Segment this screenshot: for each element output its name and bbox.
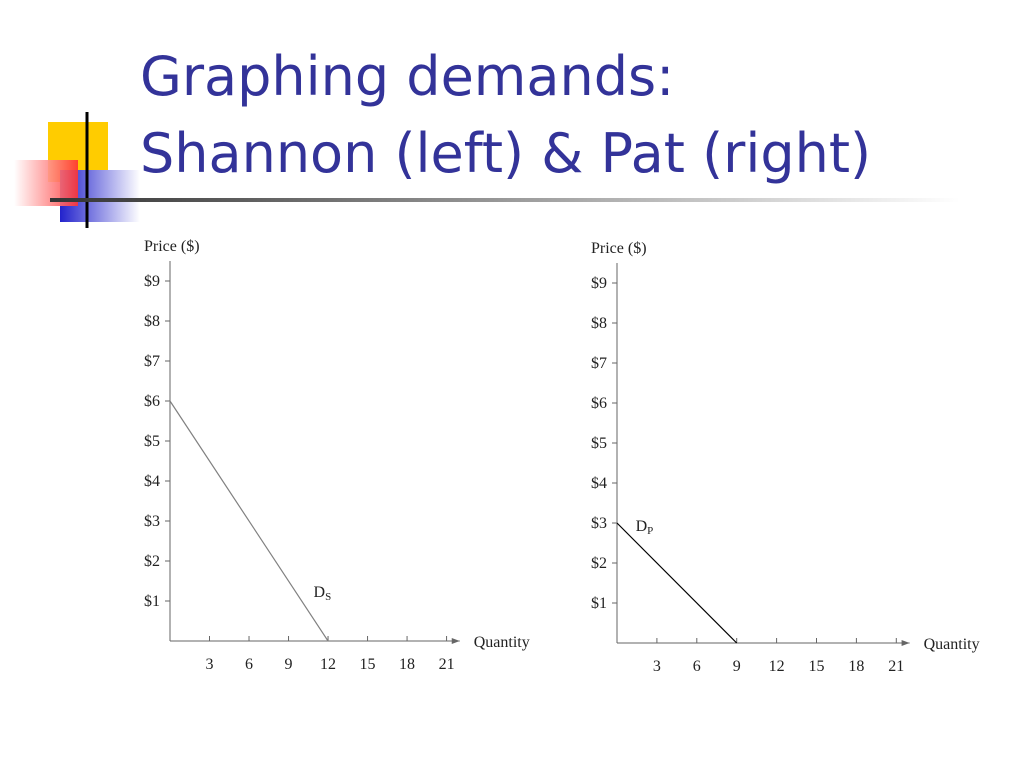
y-tick-label: $7 (144, 353, 160, 370)
y-tick-label: $4 (591, 475, 607, 492)
y-tick-label: $4 (144, 473, 160, 490)
series-label: DP (636, 518, 654, 537)
slide-title: Graphing demands: (140, 45, 674, 108)
slide-title: Shannon (left) & Pat (right) (140, 122, 871, 185)
y-tick-label: $6 (144, 393, 160, 410)
series-label-sub: S (325, 591, 331, 603)
x-tick-label: 9 (733, 658, 741, 675)
y-tick-label: $2 (144, 553, 160, 570)
x-tick-label: 18 (848, 658, 864, 675)
y-tick-label: $9 (591, 275, 607, 292)
x-axis-label: Quantity (474, 634, 530, 651)
series-label: DS (314, 584, 332, 603)
decoration (14, 112, 960, 228)
axis-arrow (901, 640, 910, 646)
y-tick-label: $8 (144, 313, 160, 330)
y-tick-label: $2 (591, 555, 607, 572)
y-axis-label: Price ($) (144, 238, 200, 255)
series-label-sub: P (647, 525, 653, 537)
y-tick-label: $7 (591, 355, 607, 372)
x-tick-label: 9 (285, 656, 293, 673)
x-tick-label: 6 (693, 658, 701, 675)
x-tick-label: 15 (360, 656, 376, 673)
y-tick-label: $1 (144, 593, 160, 610)
x-tick-label: 18 (399, 656, 415, 673)
x-axis-label: Quantity (924, 636, 980, 653)
y-axis-label: Price ($) (591, 240, 647, 257)
y-tick-label: $5 (144, 433, 160, 450)
x-tick-label: 21 (439, 656, 455, 673)
x-tick-label: 3 (206, 656, 214, 673)
series-label-main: D (314, 584, 326, 601)
y-tick-label: $5 (591, 435, 607, 452)
axis-arrow (451, 638, 460, 644)
x-tick-label: 12 (769, 658, 785, 675)
x-tick-label: 12 (320, 656, 336, 673)
y-tick-label: $9 (144, 273, 160, 290)
y-tick-label: $8 (591, 315, 607, 332)
x-tick-label: 15 (809, 658, 825, 675)
demand-line (616, 522, 738, 644)
demand-line (169, 400, 329, 642)
series-label-main: D (636, 518, 648, 535)
x-tick-label: 21 (888, 658, 904, 675)
y-tick-label: $6 (591, 395, 607, 412)
y-tick-label: $3 (144, 513, 160, 530)
y-tick-label: $3 (591, 515, 607, 532)
y-tick-label: $1 (591, 595, 607, 612)
x-tick-label: 6 (245, 656, 253, 673)
x-tick-label: 3 (653, 658, 661, 675)
